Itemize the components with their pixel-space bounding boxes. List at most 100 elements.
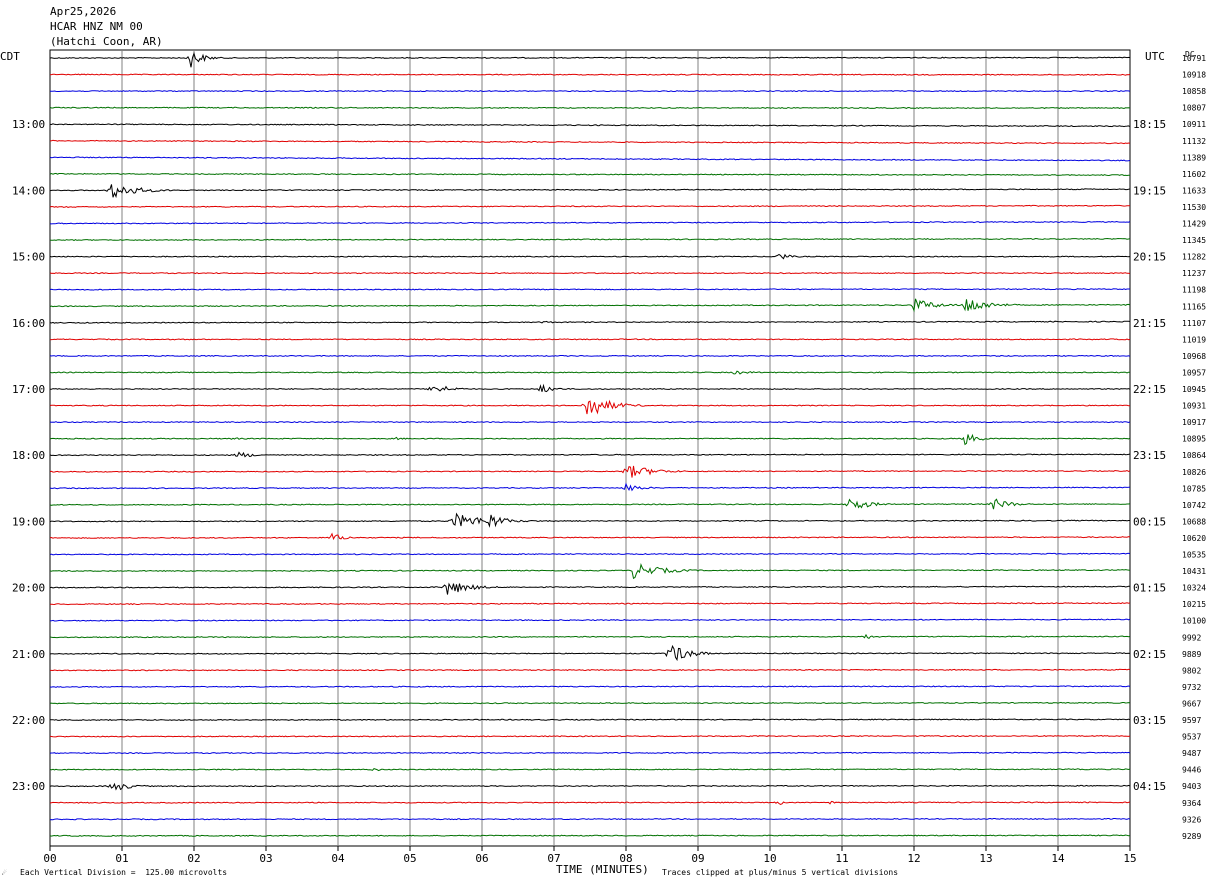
right-time-label: 23:15 bbox=[1133, 449, 1166, 462]
seismic-trace bbox=[49, 451, 1131, 458]
seismic-trace bbox=[49, 768, 1131, 772]
seismic-trace bbox=[49, 834, 1131, 837]
seismic-trace bbox=[49, 465, 1131, 478]
header-location: (Hatchi Coon, AR) bbox=[50, 35, 163, 48]
seismic-trace bbox=[49, 204, 1131, 208]
dc-offset-label: 10911 bbox=[1182, 120, 1206, 129]
time-label-group: 13:00 14:00 15:00 16:00 17:00 18:00 19:00 20:00… bbox=[12, 118, 1166, 793]
dc-offset-label: 9667 bbox=[1182, 699, 1201, 708]
scale-note: Each Vertical Division = 125.00 microvol… bbox=[20, 868, 228, 877]
seismic-trace bbox=[49, 220, 1131, 225]
dc-offset-label: 11282 bbox=[1182, 253, 1206, 262]
trace-group: 10791 10918 10858 10807 10911 11132 11389 11602… bbox=[49, 51, 1206, 841]
seismic-trace bbox=[49, 701, 1131, 705]
dc-offset-label: 11429 bbox=[1182, 220, 1206, 229]
dc-offset-label: 9992 bbox=[1182, 633, 1201, 642]
right-time-label: 20:15 bbox=[1133, 251, 1166, 264]
dc-offset-label: 10100 bbox=[1182, 617, 1206, 626]
dc-offset-label: 9403 bbox=[1182, 782, 1201, 791]
x-tick-label: 04 bbox=[331, 852, 345, 865]
dc-offset-label: 11107 bbox=[1182, 319, 1206, 328]
right-time-label: 03:15 bbox=[1133, 714, 1166, 727]
left-time-label: 16:00 bbox=[12, 317, 45, 330]
dc-offset-label: 10785 bbox=[1182, 484, 1206, 493]
dc-offset-label: 9537 bbox=[1182, 733, 1201, 742]
seismic-trace bbox=[49, 139, 1131, 145]
right-time-label: 02:15 bbox=[1133, 648, 1166, 661]
dc-offset-label: 10931 bbox=[1182, 402, 1206, 411]
seismic-trace bbox=[49, 800, 1131, 805]
right-time-label: 18:15 bbox=[1133, 118, 1166, 131]
left-timezone-label: CDT bbox=[0, 50, 20, 63]
seismic-trace bbox=[50, 718, 1131, 721]
x-tick-label: 00 bbox=[43, 852, 56, 865]
seismic-trace bbox=[49, 582, 1130, 595]
dc-offset-label: 11602 bbox=[1182, 170, 1206, 179]
dc-offset-label: 10807 bbox=[1182, 104, 1206, 113]
seismic-trace bbox=[49, 552, 1131, 556]
dc-offset-label: 11389 bbox=[1182, 153, 1206, 162]
left-time-label: 21:00 bbox=[12, 648, 45, 661]
seismic-trace bbox=[49, 338, 1131, 341]
dc-offset-label: 10917 bbox=[1182, 418, 1206, 427]
plot-grid bbox=[49, 49, 1131, 847]
seismic-trace bbox=[49, 51, 1131, 68]
clip-note: Traces clipped at plus/minus 5 vertical … bbox=[662, 868, 899, 877]
x-tick-label: 05 bbox=[403, 852, 416, 865]
seismic-trace bbox=[49, 685, 1131, 688]
dc-offset-label: 10968 bbox=[1182, 352, 1206, 361]
seismic-trace bbox=[49, 633, 1131, 640]
dc-offset-label: 9446 bbox=[1182, 766, 1201, 775]
dc-offset-label: 10431 bbox=[1182, 567, 1206, 576]
dc-offset-label: 11165 bbox=[1182, 302, 1206, 311]
right-time-label: 22:15 bbox=[1133, 383, 1166, 396]
right-time-label: 01:15 bbox=[1133, 582, 1166, 595]
header-date: Apr25,2026 bbox=[50, 5, 117, 18]
plot-frame bbox=[49, 49, 1131, 847]
dc-offset-label: 10895 bbox=[1182, 435, 1206, 444]
dc-offset-label: 10324 bbox=[1182, 584, 1206, 593]
dc-offset-label: 11530 bbox=[1182, 203, 1206, 212]
seismic-trace bbox=[49, 817, 1131, 821]
dc-offset-label: 11019 bbox=[1182, 335, 1206, 344]
dc-offset-label: 11237 bbox=[1182, 269, 1206, 278]
seismic-trace bbox=[49, 370, 1131, 375]
x-tick-label: 02 bbox=[187, 852, 200, 865]
left-time-label: 19:00 bbox=[12, 515, 45, 528]
left-time-label: 23:00 bbox=[12, 780, 45, 793]
seismic-trace bbox=[49, 237, 1131, 242]
seismic-trace bbox=[49, 482, 1131, 492]
dc-offset-label: 9487 bbox=[1182, 749, 1201, 758]
seismic-trace bbox=[49, 433, 1131, 446]
left-time-label: 13:00 bbox=[12, 118, 45, 131]
logo-mark: ☄ bbox=[2, 868, 7, 877]
seismic-trace bbox=[49, 298, 1131, 313]
seismic-trace bbox=[49, 751, 1131, 755]
right-time-label: 00:15 bbox=[1133, 515, 1166, 528]
seismic-trace bbox=[49, 399, 1131, 415]
dc-offset-label: 10918 bbox=[1182, 71, 1206, 80]
dc-offset-label: 11345 bbox=[1182, 236, 1206, 245]
dc-offset-label: 11198 bbox=[1182, 286, 1206, 295]
seismic-trace bbox=[49, 272, 1131, 275]
header-station: HCAR HNZ NM 00 bbox=[50, 20, 143, 33]
dc-label: DC bbox=[1185, 50, 1195, 59]
x-axis-title: TIME (MINUTES) bbox=[556, 863, 649, 876]
right-time-label: 21:15 bbox=[1133, 317, 1166, 330]
seismic-trace bbox=[49, 172, 1130, 177]
seismic-trace bbox=[49, 563, 1131, 580]
seismic-trace bbox=[49, 421, 1131, 424]
dc-offset-label: 10957 bbox=[1182, 368, 1206, 377]
x-tick-label: 07 bbox=[547, 852, 560, 865]
left-time-label: 14:00 bbox=[12, 184, 45, 197]
dc-offset-label: 10826 bbox=[1182, 468, 1206, 477]
seismic-trace bbox=[49, 512, 1130, 528]
seismic-trace bbox=[49, 106, 1131, 110]
seismic-trace bbox=[49, 644, 1131, 662]
dc-offset-label: 9889 bbox=[1182, 650, 1201, 659]
seismic-trace bbox=[49, 288, 1130, 291]
dc-offset-label: 9364 bbox=[1182, 799, 1201, 808]
dc-offset-label: 9597 bbox=[1182, 716, 1201, 725]
dc-offset-label: 10858 bbox=[1182, 87, 1206, 96]
right-timezone-label: UTC bbox=[1145, 50, 1165, 63]
